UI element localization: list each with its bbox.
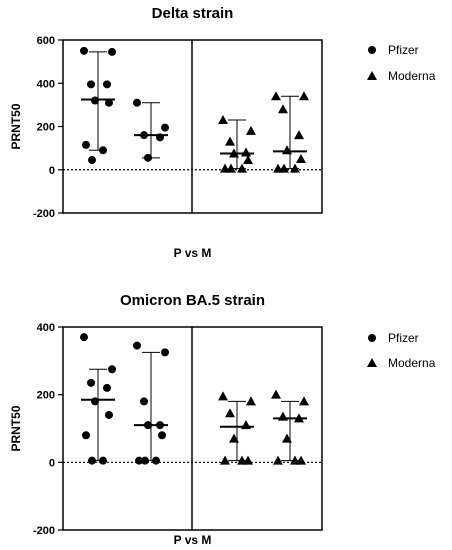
data-point-circle — [144, 421, 152, 430]
data-point-triangle — [271, 91, 281, 101]
data-point-triangle — [294, 130, 304, 140]
data-point-circle — [87, 378, 95, 387]
legend-marker-triangle — [367, 358, 377, 367]
data-point-triangle — [225, 136, 235, 146]
data-point-circle — [103, 383, 111, 392]
chart-panel-1: Delta strain -200 0 200 400 600 PRNT50 P vs M Pf… — [9, 5, 436, 260]
data-point-circle — [161, 348, 169, 357]
data-point-circle — [156, 133, 164, 142]
y-tick-label: 200 — [37, 122, 55, 134]
y-axis-label: PRNT50 — [9, 405, 23, 451]
data-point-triangle — [229, 148, 239, 158]
data-point-triangle — [218, 115, 228, 125]
data-point-circle — [133, 98, 141, 107]
data-point-triangle — [237, 163, 247, 173]
data-point-triangle — [278, 411, 288, 421]
data-point-triangle — [296, 153, 306, 163]
data-point-triangle — [218, 391, 228, 401]
data-point-circle — [108, 47, 116, 56]
data-point-circle — [156, 421, 164, 430]
legend-marker-circle — [368, 46, 376, 54]
legend-marker-circle — [368, 334, 376, 342]
data-point-triangle — [241, 147, 251, 157]
data-point-circle — [105, 410, 113, 419]
data-point-circle — [133, 341, 141, 350]
data-point-circle — [82, 140, 90, 149]
y-tick-label: 0 — [49, 457, 55, 469]
legend-label-pfizer: Pfizer — [388, 43, 419, 57]
data-point-circle — [103, 80, 111, 89]
data-point-triangle — [226, 163, 236, 173]
data-point-triangle — [299, 91, 309, 101]
y-tick-label: 600 — [37, 35, 55, 47]
y-tick-label: 200 — [37, 390, 55, 402]
data-point-triangle — [225, 408, 235, 418]
data-group-3 — [218, 115, 256, 173]
y-tick-label: 0 — [49, 165, 55, 177]
data-point-triangle — [278, 104, 288, 114]
data-point-circle — [161, 123, 169, 132]
data-point-triangle — [290, 455, 300, 465]
data-group-2 — [133, 341, 169, 465]
data-point-circle — [108, 365, 116, 374]
data-point-circle — [99, 456, 107, 465]
data-group-1 — [80, 46, 116, 165]
data-group-1 — [80, 333, 116, 465]
data-point-triangle — [220, 455, 230, 465]
data-point-circle — [141, 456, 149, 465]
data-group-4 — [271, 91, 309, 173]
chart-title: Delta strain — [152, 5, 234, 22]
data-point-circle — [91, 96, 99, 105]
data-point-triangle — [229, 433, 239, 443]
data-group-4 — [271, 389, 309, 465]
data-point-triangle — [237, 455, 247, 465]
data-point-triangle — [282, 145, 292, 155]
data-point-circle — [135, 456, 143, 465]
x-axis-label: P vs M — [174, 246, 212, 260]
data-point-triangle — [271, 389, 281, 399]
legend-label-moderna: Moderna — [388, 69, 436, 83]
data-point-triangle — [243, 155, 253, 165]
legend-label-pfizer: Pfizer — [388, 331, 419, 345]
y-axis-label: PRNT50 — [9, 103, 23, 149]
data-point-circle — [105, 98, 113, 107]
y-tick-label: 400 — [37, 322, 55, 334]
chart-panel-2: Omicron BA.5 strain -200 0 200 400 PRNT50 P vs… — [9, 292, 436, 547]
data-group-3 — [218, 391, 256, 465]
data-point-triangle — [241, 420, 251, 430]
data-point-circle — [87, 80, 95, 89]
y-tick-label: -200 — [33, 525, 55, 537]
legend-label-moderna: Moderna — [388, 356, 436, 370]
data-point-triangle — [246, 125, 256, 135]
legend-marker-triangle — [367, 71, 377, 80]
data-point-circle — [99, 146, 107, 155]
data-point-triangle — [290, 163, 300, 173]
chart-title: Omicron BA.5 strain — [120, 292, 265, 309]
data-point-triangle — [273, 455, 283, 465]
data-point-circle — [82, 431, 90, 440]
data-point-circle — [88, 156, 96, 165]
data-group-2 — [133, 98, 169, 162]
data-point-triangle — [299, 396, 309, 406]
data-point-triangle — [246, 396, 256, 406]
data-point-circle — [152, 456, 160, 465]
data-point-circle — [140, 131, 148, 140]
data-point-circle — [158, 431, 166, 440]
data-point-triangle — [282, 433, 292, 443]
data-point-circle — [140, 397, 148, 406]
data-point-circle — [80, 333, 88, 342]
data-point-circle — [91, 397, 99, 406]
data-point-triangle — [294, 413, 304, 423]
x-axis-label: P vs M — [174, 533, 212, 547]
data-point-triangle — [279, 163, 289, 173]
y-tick-label: 400 — [37, 78, 55, 90]
y-tick-label: -200 — [33, 208, 55, 220]
data-point-circle — [144, 153, 152, 162]
data-point-circle — [88, 456, 96, 465]
data-point-circle — [80, 46, 88, 55]
